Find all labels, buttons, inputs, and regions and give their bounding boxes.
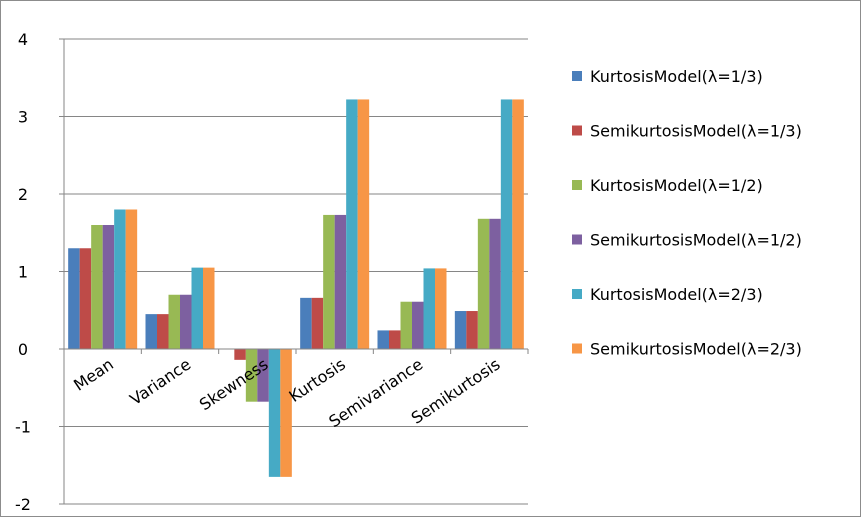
y-tick-label: 4 <box>18 30 28 49</box>
bar <box>500 99 513 349</box>
bar <box>114 209 126 349</box>
bar <box>389 330 401 349</box>
legend-swatch <box>572 343 582 354</box>
bar <box>79 248 92 349</box>
bar <box>68 248 80 349</box>
bar <box>435 268 447 349</box>
legend-label: SemikurtosisModel(λ=1/2) <box>590 231 802 250</box>
legend-swatch <box>572 71 582 81</box>
bar <box>102 225 115 349</box>
bar <box>91 225 103 349</box>
legend-label: SemikurtosisModel(λ=1/3) <box>590 122 802 141</box>
bar <box>311 297 324 349</box>
legend-swatch <box>572 125 582 136</box>
bar <box>454 311 467 349</box>
bar <box>377 330 389 349</box>
y-tick-label: 0 <box>18 340 28 359</box>
legend: KurtosisModel(λ=1/3) SemikurtosisModel(λ=… <box>572 67 802 359</box>
legend-swatch <box>572 289 582 299</box>
bar <box>280 349 292 477</box>
bar <box>323 214 335 349</box>
x-category-label: Kurtosis <box>286 355 349 406</box>
bar <box>257 349 269 402</box>
legend-label: KurtosisModel(λ=1/2) <box>590 176 763 195</box>
bar <box>423 268 435 349</box>
bar <box>512 99 524 349</box>
bar <box>180 294 192 349</box>
bar <box>477 218 490 349</box>
y-tick-label: -1 <box>15 418 31 437</box>
y-tick-label: 2 <box>18 185 28 204</box>
legend-swatch <box>572 234 582 245</box>
bar <box>125 209 138 349</box>
y-tick-label: -2 <box>15 495 31 514</box>
bar <box>145 314 157 349</box>
legend-label: KurtosisModel(λ=1/3) <box>590 67 763 86</box>
bar <box>400 301 412 349</box>
bar <box>203 267 215 349</box>
bar <box>489 218 501 349</box>
bar <box>357 99 370 349</box>
x-category-label: Mean <box>70 355 117 395</box>
legend-swatch <box>572 180 582 190</box>
bar <box>300 297 312 349</box>
legend-label: SemikurtosisModel(λ=2/3) <box>590 340 802 359</box>
x-category-label: Variance <box>126 355 194 409</box>
bar <box>191 267 203 349</box>
bar <box>234 349 246 360</box>
bar <box>412 301 424 349</box>
y-tick-label: 1 <box>18 263 28 282</box>
bar <box>168 294 180 349</box>
axes <box>59 38 529 505</box>
bar <box>245 349 258 402</box>
bar <box>334 214 347 349</box>
bar <box>466 311 478 349</box>
bars <box>68 99 524 477</box>
y-tick-label: 3 <box>18 108 28 127</box>
bar <box>268 349 281 477</box>
legend-label: KurtosisModel(λ=2/3) <box>590 285 763 304</box>
bar <box>346 99 358 349</box>
bar <box>157 314 169 349</box>
